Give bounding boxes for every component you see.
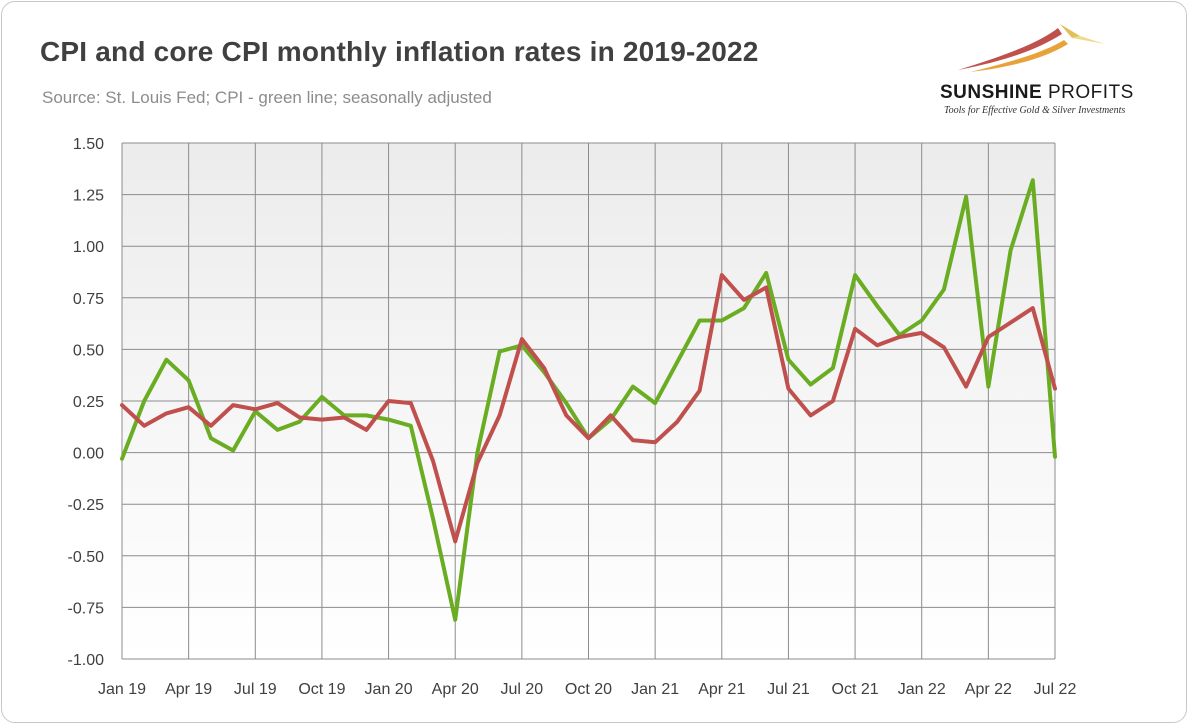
y-tick-label: -0.50 [68, 549, 105, 566]
y-tick-label: 1.00 [73, 239, 104, 256]
y-tick-label: 0.25 [73, 394, 104, 411]
x-tick-label: Jan 22 [898, 681, 946, 698]
sunshine-profits-logo: SUNSHINE PROFITS Tools for Effective Gol… [930, 14, 1170, 124]
gridlines [121, 142, 1056, 660]
y-tick-label: -1.00 [68, 652, 105, 669]
x-tick-label: Jul 22 [1034, 681, 1077, 698]
logo-name-bold: SUNSHINE [940, 82, 1043, 103]
series-line-core-cpi [120, 273, 1057, 544]
y-tick-label: 0.75 [73, 291, 104, 308]
x-tick-label: Apr 20 [432, 681, 479, 698]
chart-subtitle: Source: St. Louis Fed; CPI - green line;… [42, 88, 492, 107]
x-tick-label: Jan 21 [631, 681, 679, 698]
x-tick-label: Jan 20 [365, 681, 413, 698]
x-tick-label: Jul 20 [501, 681, 544, 698]
y-tick-label: 0.50 [73, 342, 104, 359]
x-tick-label: Oct 20 [565, 681, 612, 698]
y-axis-ticks: 1.50 1.25 1.00 0.75 0.50 0.25 0.00 -0.25 -0.50 -0… [68, 136, 105, 669]
logo-name: SUNSHINE PROFITS [940, 82, 1134, 104]
y-tick-label: 1.25 [73, 188, 104, 205]
x-tick-label: Apr 21 [698, 681, 745, 698]
y-tick-label: -0.75 [68, 600, 105, 617]
series-lines [120, 178, 1057, 622]
x-tick-label: Apr 19 [165, 681, 212, 698]
y-tick-label: 0.00 [73, 446, 104, 463]
y-tick-label: -0.25 [68, 497, 105, 514]
x-tick-label: Jul 19 [234, 681, 277, 698]
chart-title: CPI and core CPI monthly inflation rates… [40, 36, 759, 67]
logo-name-light: PROFITS [1047, 82, 1134, 103]
x-tick-label: Apr 22 [965, 681, 1012, 698]
x-tick-label: Jan 19 [98, 681, 146, 698]
y-tick-label: 1.50 [73, 136, 104, 153]
x-tick-label: Jul 21 [767, 681, 810, 698]
x-axis-ticks: Jan 19 Apr 19 Jul 19 Oct 19 Jan 20 Apr 20 Jul … [98, 681, 1076, 698]
logo-tagline: Tools for Effective Gold & Silver Invest… [944, 105, 1126, 116]
x-tick-label: Oct 21 [832, 681, 879, 698]
logo-swoosh-icon [958, 24, 1105, 72]
x-tick-label: Oct 19 [298, 681, 345, 698]
